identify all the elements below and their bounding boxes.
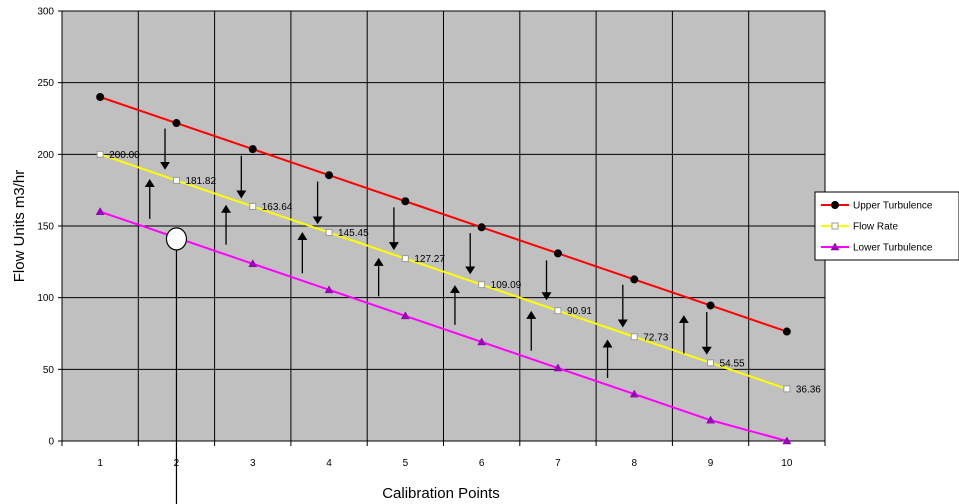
y-tick-label: 50 xyxy=(43,365,55,376)
gridlines xyxy=(62,10,825,442)
series-upper-turbulence xyxy=(96,93,791,336)
square-marker xyxy=(554,307,562,315)
triangle-marker xyxy=(830,242,840,251)
y-tick-label: 300 xyxy=(37,7,54,18)
y-tick-label: 0 xyxy=(48,437,54,448)
square-marker xyxy=(478,281,486,289)
y-tick-label: 250 xyxy=(37,78,54,89)
legend-box xyxy=(814,191,959,261)
circle-marker xyxy=(401,197,410,206)
square-marker xyxy=(96,150,104,158)
triangle-marker xyxy=(95,207,105,215)
circle-marker xyxy=(782,327,791,336)
square-marker xyxy=(783,385,791,393)
square-marker xyxy=(630,333,638,341)
x-tick-label: 5 xyxy=(403,458,409,469)
square-marker xyxy=(707,359,715,367)
series-layer: 200.00 181.82 163.64 145.45 127.27 109.09 90.9… xyxy=(95,93,821,445)
data-label: 145.45 xyxy=(338,228,369,239)
x-tick-label: 7 xyxy=(555,458,561,469)
circle-marker xyxy=(325,171,334,180)
y-tick-label: 200 xyxy=(37,150,54,161)
x-tick-label: 4 xyxy=(326,458,332,469)
x-tick-label: 1 xyxy=(97,458,103,469)
series-lower-turbulence xyxy=(95,207,792,445)
square-marker xyxy=(249,202,257,210)
square-marker xyxy=(325,229,333,237)
legend-item-lower-turbulence: Lower Turbulence xyxy=(821,242,933,254)
arrows-layer xyxy=(144,128,712,378)
series-flow-rate: 200.00 181.82 163.64 145.45 127.27 109.09 90.9… xyxy=(96,150,821,395)
x-axis-title: Calibration Points xyxy=(382,485,500,502)
triangle-marker xyxy=(324,285,334,294)
y-tick-label: 150 xyxy=(37,222,54,233)
triangle-marker xyxy=(553,363,563,372)
legend-label: Flow Rate xyxy=(853,222,898,233)
data-label: 127.27 xyxy=(414,254,445,265)
legend-item-upper-turbulence: Upper Turbulence xyxy=(821,201,933,212)
data-label: 90.91 xyxy=(567,306,592,317)
data-label: 200.00 xyxy=(109,150,140,161)
x-tick-label: 9 xyxy=(708,458,714,469)
data-label: 181.82 xyxy=(185,176,216,187)
triangle-marker xyxy=(629,389,639,398)
series-line xyxy=(99,210,788,442)
series-line xyxy=(99,153,788,390)
circle-marker xyxy=(831,201,839,209)
square-marker xyxy=(401,255,409,263)
legend-label: Upper Turbulence xyxy=(853,201,933,212)
circle-marker xyxy=(477,223,486,232)
legend-item-flow-rate: Flow Rate xyxy=(821,222,898,233)
y-tick-label: 100 xyxy=(37,293,54,304)
triangle-marker xyxy=(477,337,487,346)
triangle-marker xyxy=(706,415,715,424)
legend-label: Lower Turbulence xyxy=(853,243,933,254)
series-line xyxy=(99,96,788,333)
triangle-marker xyxy=(248,259,258,268)
circle-marker xyxy=(630,275,639,284)
circle-marker xyxy=(172,119,181,128)
circle-marker xyxy=(248,145,257,154)
legend: Upper Turbulence Flow Rate Lower Turbulenc… xyxy=(814,191,959,261)
triangle-marker xyxy=(782,436,792,445)
x-axis-ticks: 1 2 3 4 5 6 7 8 9 10 xyxy=(61,441,826,469)
data-label: 72.73 xyxy=(643,332,668,343)
square-marker xyxy=(172,176,180,184)
y-axis-ticks: 0 50 100 150 200 250 300 xyxy=(37,7,62,448)
data-label: 109.09 xyxy=(491,280,522,291)
circle-marker xyxy=(706,301,715,310)
x-tick-label: 10 xyxy=(781,458,793,469)
x-tick-label: 8 xyxy=(631,458,637,469)
data-label: 36.36 xyxy=(796,384,821,395)
data-label: 163.64 xyxy=(262,202,293,213)
y-axis-title: Flow Units m3/hr xyxy=(11,170,28,283)
triangle-marker xyxy=(400,311,410,320)
circle-marker xyxy=(553,249,562,258)
circle-marker xyxy=(96,93,105,101)
callout-layer xyxy=(165,227,188,504)
square-marker xyxy=(831,222,839,230)
callout-circle xyxy=(165,227,188,251)
x-tick-label: 3 xyxy=(250,458,256,469)
data-label: 54.55 xyxy=(720,358,745,369)
x-tick-label: 6 xyxy=(479,458,485,469)
x-tick-label: 2 xyxy=(174,458,180,469)
